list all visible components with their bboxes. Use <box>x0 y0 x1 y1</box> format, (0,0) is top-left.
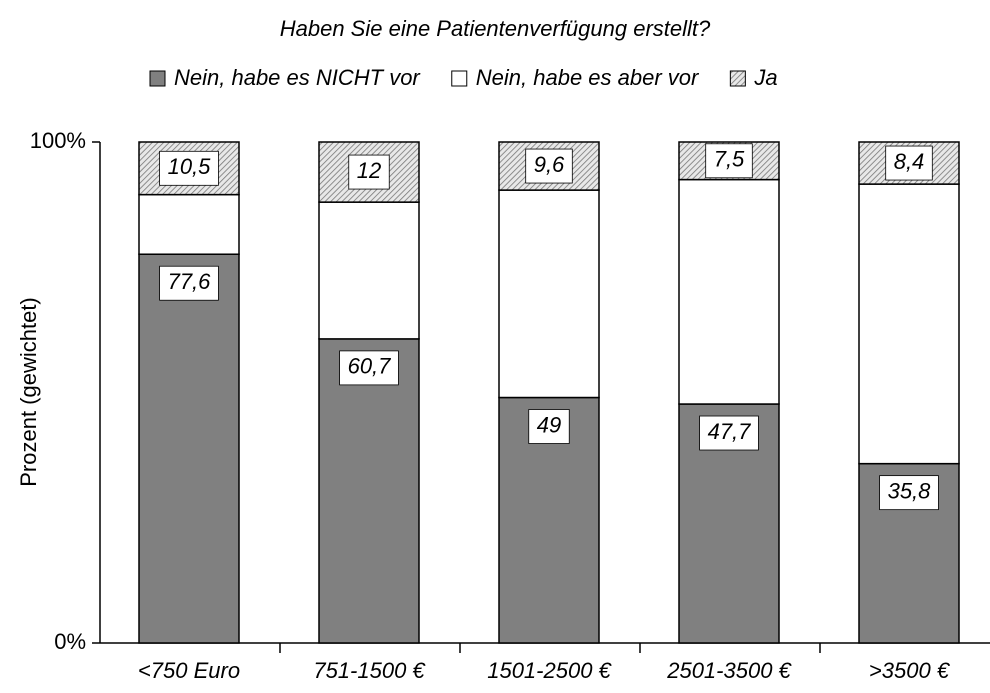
data-label-box <box>528 409 570 444</box>
legend-label: Ja <box>753 65 777 90</box>
data-label: 7,5 <box>714 147 745 172</box>
legend-label: Nein, habe es NICHT vor <box>174 65 421 90</box>
data-label-box <box>699 415 759 451</box>
bar-segment <box>498 189 600 399</box>
x-tick-label: <750 Euro <box>138 658 240 683</box>
data-label: 47,7 <box>708 419 752 444</box>
data-label-box <box>159 150 219 186</box>
legend-swatch <box>149 70 166 87</box>
data-label-box <box>885 145 933 181</box>
bar-segment <box>678 178 780 405</box>
y-tick-label: 0% <box>54 629 86 654</box>
data-label: 9,6 <box>534 152 565 177</box>
y-tick-label: 100% <box>30 128 86 153</box>
y-axis-label: Prozent (gewichtet) <box>16 297 41 487</box>
data-label: 10,5 <box>168 154 212 179</box>
x-tick-label: 2501-3500 € <box>666 658 792 683</box>
data-label-box <box>159 265 219 301</box>
data-label-box <box>705 143 753 179</box>
bar-segment <box>138 193 240 255</box>
bar-segment <box>318 338 420 644</box>
data-label: 77,6 <box>168 269 212 294</box>
data-label-box <box>879 475 939 511</box>
bar-segment <box>138 253 240 644</box>
legend-swatch <box>729 70 746 87</box>
data-label: 49 <box>537 412 561 437</box>
bar-segment <box>498 396 600 644</box>
data-label-box <box>348 154 390 190</box>
x-tick-label: 1501-2500 € <box>487 658 612 683</box>
data-label-box <box>339 350 399 386</box>
data-label: 8,4 <box>894 149 925 174</box>
data-label-box <box>525 148 573 184</box>
chart-title: Haben Sie eine Patientenverfügung erstel… <box>280 16 711 41</box>
data-label: 12 <box>357 158 381 183</box>
bar-segment <box>318 201 420 340</box>
data-label: 35,8 <box>888 478 932 503</box>
legend-swatch <box>451 70 468 87</box>
legend-label: Nein, habe es aber vor <box>476 65 700 90</box>
x-tick-label: >3500 € <box>869 658 951 683</box>
x-tick-label: 751-1500 € <box>313 658 426 683</box>
bar-segment <box>858 183 960 465</box>
data-label: 60,7 <box>348 354 392 379</box>
